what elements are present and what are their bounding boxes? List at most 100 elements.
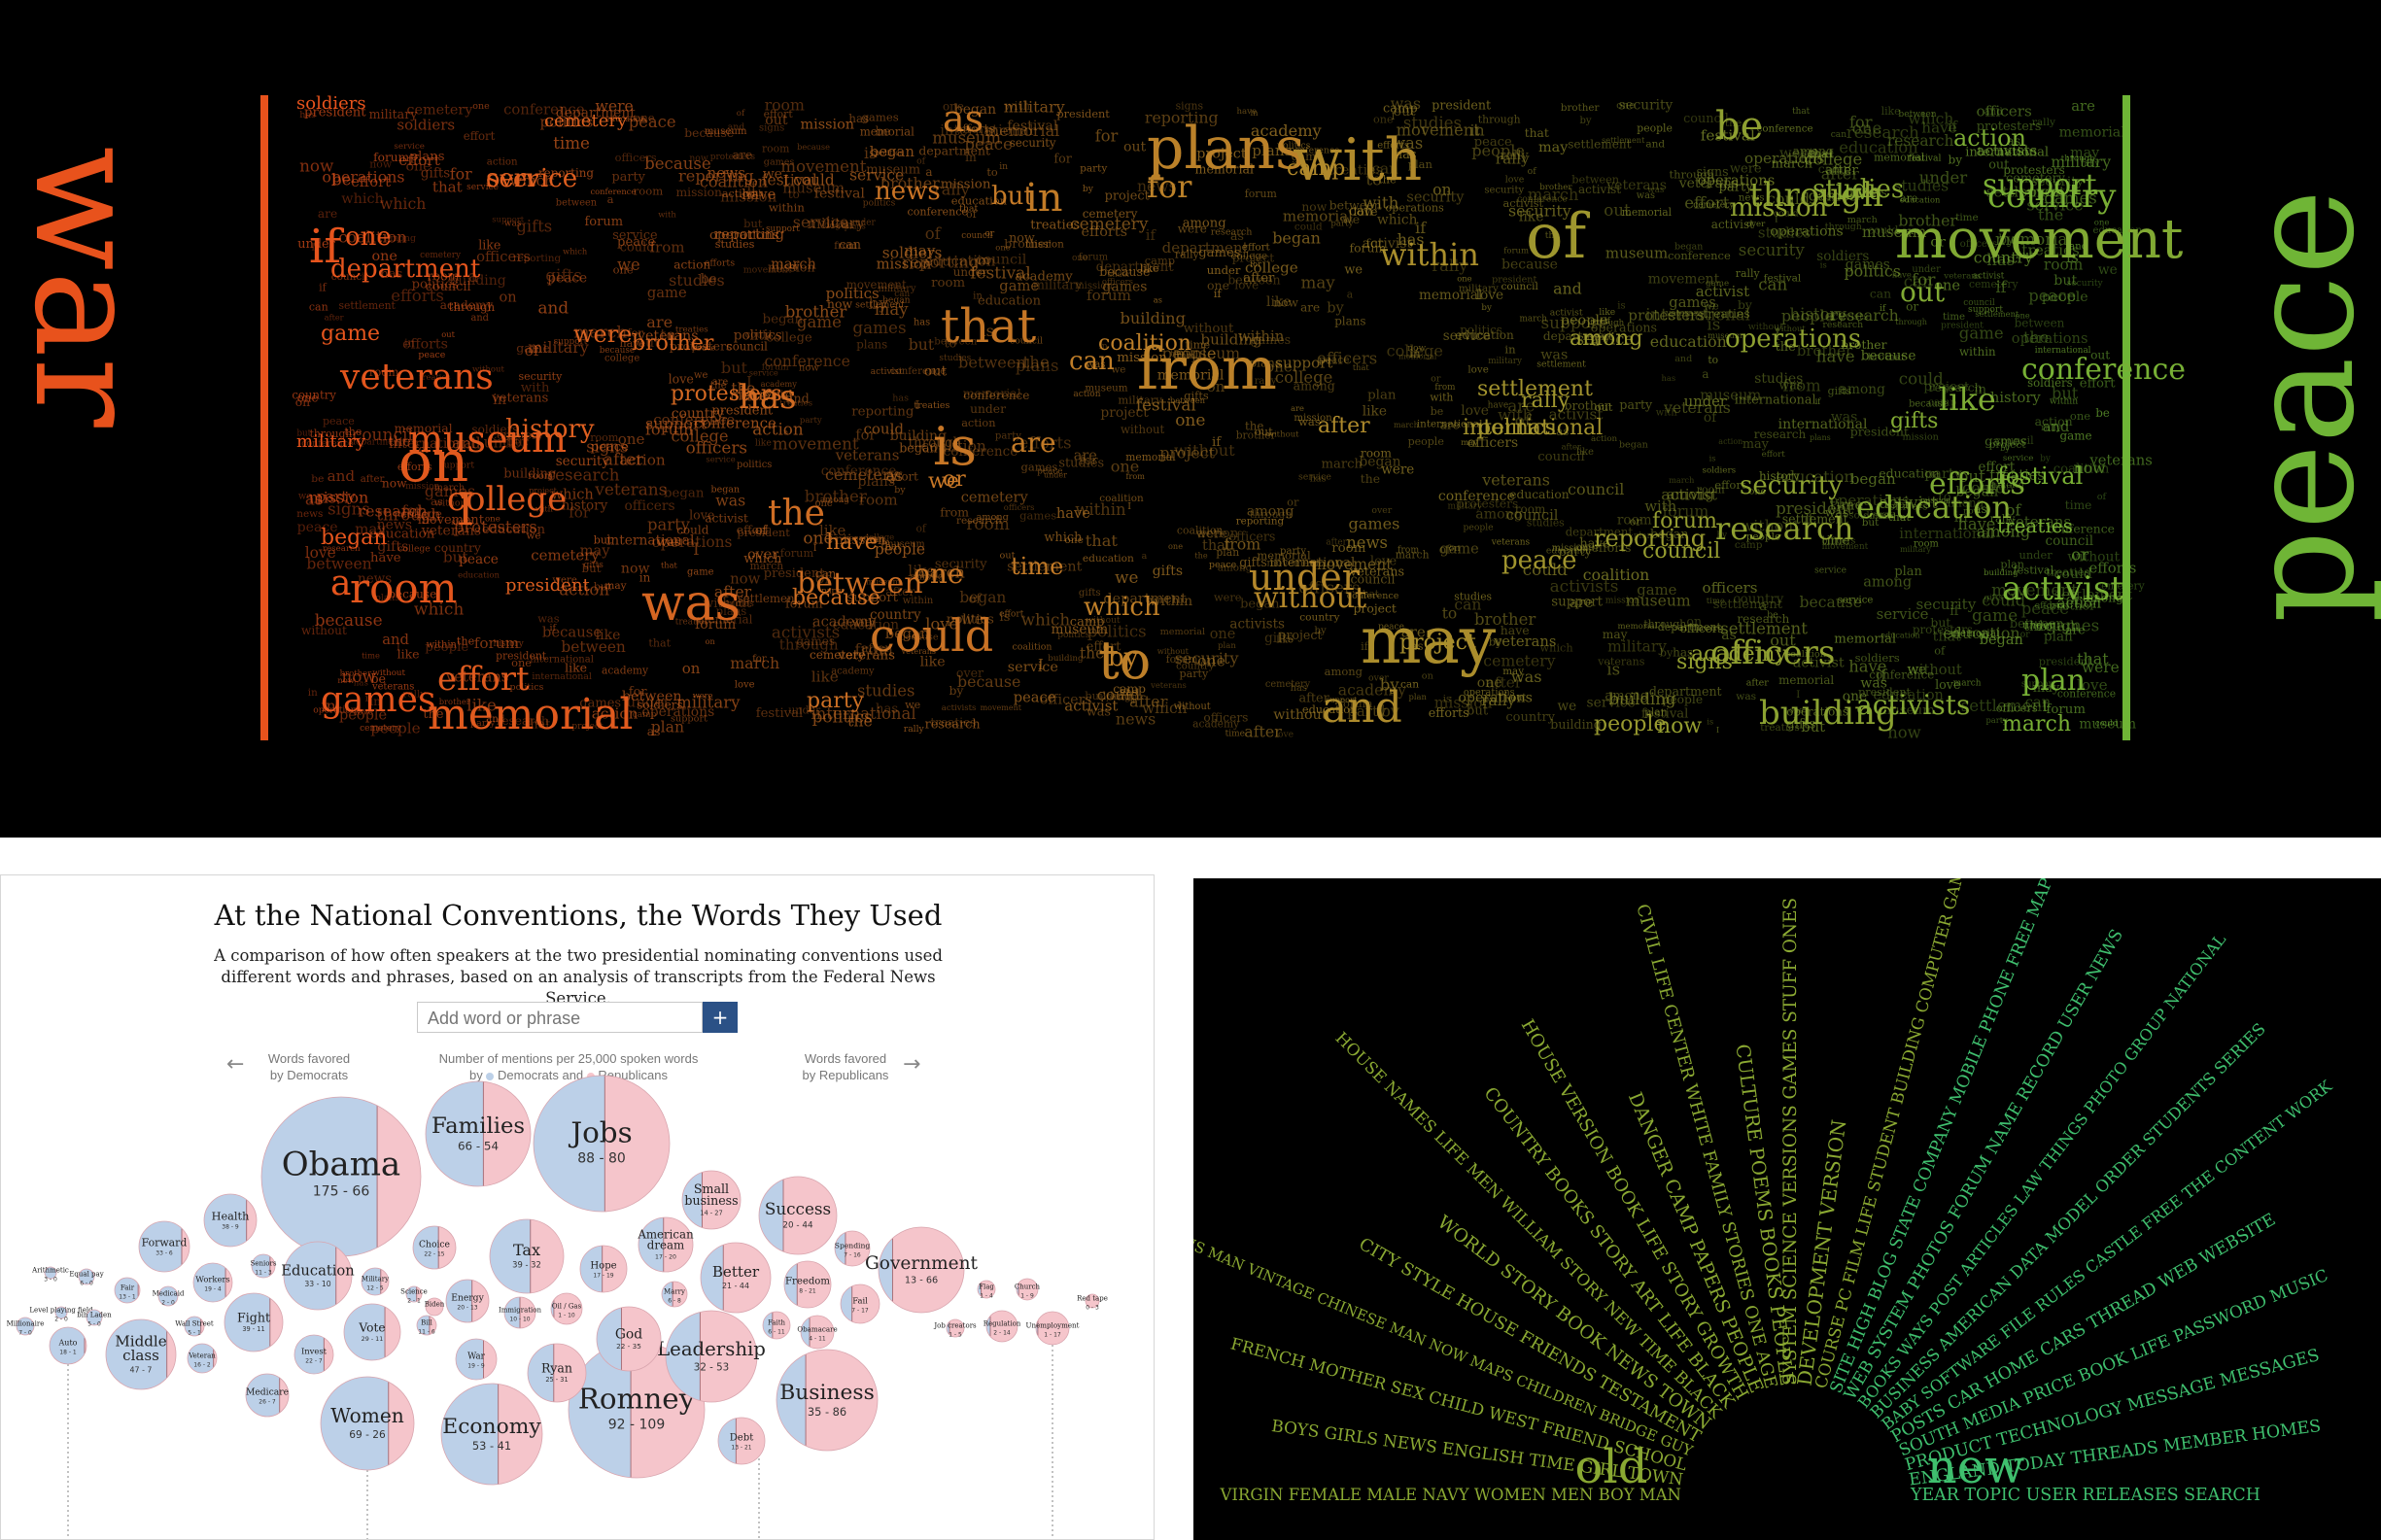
- search-input[interactable]: [426, 1006, 692, 1031]
- texture-word: in: [978, 254, 989, 268]
- texture-word: festival: [1909, 153, 1942, 163]
- texture-word: to: [660, 326, 674, 344]
- bubble-outline: [503, 1296, 536, 1329]
- texture-word: without: [1174, 441, 1235, 460]
- bubble-label: Wall Street: [175, 1320, 214, 1328]
- texture-word: time: [553, 133, 590, 153]
- texture-word: march: [1528, 186, 1579, 204]
- texture-word: of: [1439, 542, 1452, 556]
- texture-word: college: [400, 507, 442, 521]
- texture-word: effort: [1087, 639, 1121, 654]
- texture-word: I: [693, 540, 700, 559]
- texture-word: and: [382, 632, 409, 648]
- word-which: which: [1084, 593, 1160, 622]
- bubble-rep-share: [949, 1319, 964, 1337]
- texture-word: under: [953, 265, 988, 279]
- texture-word: settlement: [738, 592, 800, 605]
- texture-word: games: [862, 111, 899, 124]
- war-label: war: [2, 146, 171, 428]
- bubble-values: 19 - 9: [467, 1362, 485, 1369]
- add-button[interactable]: +: [703, 1002, 738, 1033]
- bubble-label: Oil / Gas: [552, 1303, 582, 1311]
- texture-word: was: [1736, 691, 1756, 702]
- texture-word: president: [1432, 97, 1491, 112]
- texture-word: brother: [1539, 183, 1572, 192]
- bubble-dem-share: [45, 1267, 56, 1279]
- texture-word: can: [894, 290, 910, 299]
- texture-word: as: [431, 495, 443, 508]
- texture-word: activists: [1550, 576, 1619, 596]
- texture-word: college: [1245, 258, 1298, 276]
- texture-word: is: [982, 322, 994, 340]
- texture-word: among: [977, 512, 1009, 523]
- texture-word: love: [1234, 279, 1259, 292]
- bubble-dem-share: [504, 1297, 520, 1328]
- texture-word: after: [1244, 722, 1282, 740]
- texture-word: movement: [418, 513, 485, 528]
- texture-word: games: [1846, 257, 1890, 273]
- texture-word: academy: [831, 667, 875, 677]
- texture-word: college: [672, 428, 729, 446]
- texture-word: festival: [1007, 119, 1058, 134]
- texture-word: were: [1779, 145, 1816, 162]
- texture-word: action: [1073, 390, 1100, 399]
- bubble-biden[interactable]: Biden: [425, 1297, 445, 1317]
- texture-word: time: [1943, 312, 1965, 323]
